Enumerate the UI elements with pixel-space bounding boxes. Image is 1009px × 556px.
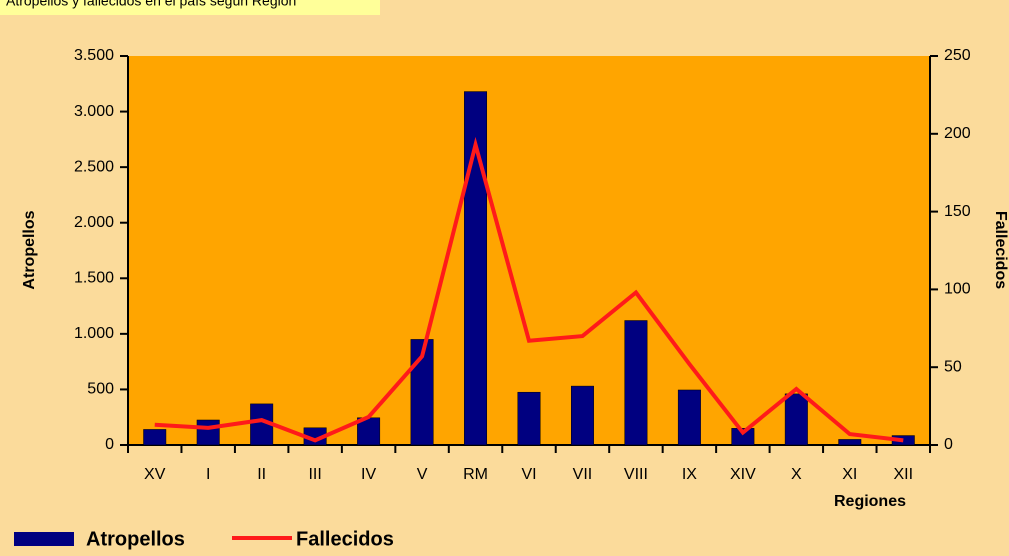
bar <box>196 419 220 446</box>
title-box <box>0 0 380 15</box>
y2-tick-label: 100 <box>944 281 971 298</box>
x-tick-label: VIII <box>624 466 648 483</box>
x-tick-label: X <box>791 466 802 483</box>
y-tick-label: 0 <box>105 436 114 453</box>
x-tick-label: III <box>308 466 321 483</box>
bar <box>624 320 648 446</box>
y-tick-label: 3.500 <box>74 47 114 64</box>
y2-tick-label: 250 <box>944 47 971 64</box>
x-tick-label: V <box>417 466 428 483</box>
y2-axis-label: Fallecidos <box>992 211 1009 289</box>
y-tick-label: 500 <box>87 381 114 398</box>
bar <box>410 339 434 446</box>
legend-label: Fallecidos <box>296 528 394 550</box>
y2-tick-label: 50 <box>944 358 962 375</box>
plot-area <box>128 56 930 445</box>
y-tick-label: 3.000 <box>74 103 114 120</box>
y2-tick-label: 0 <box>944 436 953 453</box>
legend-label: Atropellos <box>86 528 185 550</box>
chart-title: Atropellos y fallecidos en el país según… <box>6 0 296 9</box>
x-tick-label: XIV <box>730 466 756 483</box>
x-tick-label: I <box>206 466 210 483</box>
x-tick-label: IV <box>361 466 376 483</box>
y2-tick-label: 150 <box>944 203 971 220</box>
line <box>154 136 904 443</box>
x-tick-label: RM <box>463 466 488 483</box>
bar <box>517 391 541 446</box>
bar <box>570 385 594 446</box>
bar <box>784 393 808 446</box>
bar <box>464 91 488 446</box>
x-tick-label: VI <box>521 466 536 483</box>
y-tick-label: 2.000 <box>74 214 114 231</box>
legend-swatch <box>14 532 74 546</box>
x-tick-label: IX <box>682 466 697 483</box>
x-tick-label: II <box>257 466 266 483</box>
bar <box>731 428 755 446</box>
x-axis-label: Regiones <box>834 493 906 510</box>
x-tick-label: XV <box>144 466 166 483</box>
y-tick-label: 2.500 <box>74 158 114 175</box>
bar <box>143 429 167 446</box>
x-tick-label: VII <box>573 466 593 483</box>
y-tick-label: 1.000 <box>74 325 114 342</box>
y-tick-label: 1.500 <box>74 270 114 287</box>
x-tick-label: XI <box>842 466 857 483</box>
y2-tick-label: 200 <box>944 125 971 142</box>
bar <box>677 389 701 446</box>
x-tick-label: XII <box>893 466 913 483</box>
bar <box>838 439 862 446</box>
y-axis-label: Atropellos <box>21 210 38 289</box>
